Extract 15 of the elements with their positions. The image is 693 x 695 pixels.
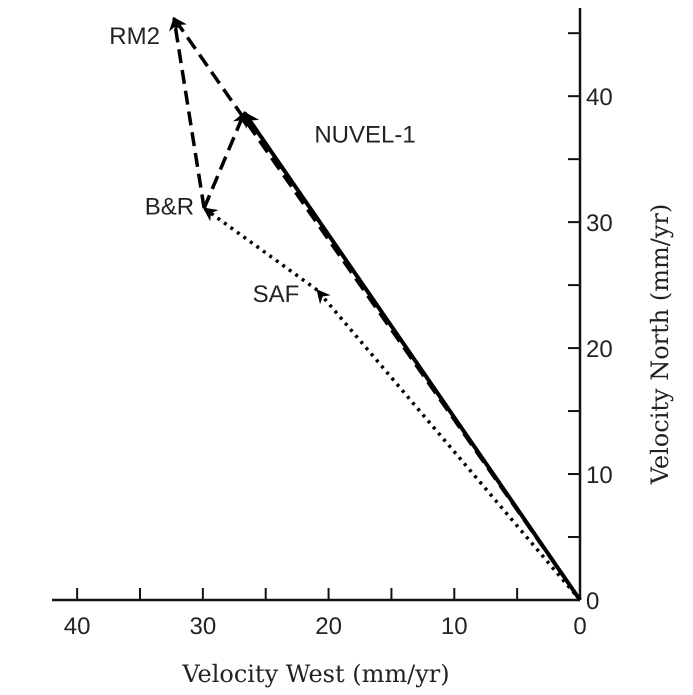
y-tick-label: 10 <box>586 462 613 490</box>
series-label: NUVEL-1 <box>314 122 416 149</box>
y-axis-title: Velocity North (mm/yr) <box>646 204 674 486</box>
x-tick-label: 30 <box>190 613 216 640</box>
x-tick-label: 40 <box>64 613 90 640</box>
series-label: SAF <box>252 281 300 308</box>
y-tick-label: 30 <box>586 210 613 238</box>
y-tick-label: 40 <box>586 84 613 112</box>
x-axis-title: Velocity West (mm/yr) <box>181 660 450 688</box>
y-tick-label: 20 <box>586 336 613 364</box>
x-tick-label: 20 <box>315 613 342 640</box>
x-tick-label: 10 <box>440 613 468 640</box>
y-tick-label: 0 <box>586 588 600 615</box>
series-label: RM2 <box>109 23 160 50</box>
series-label: B&R <box>144 193 194 220</box>
